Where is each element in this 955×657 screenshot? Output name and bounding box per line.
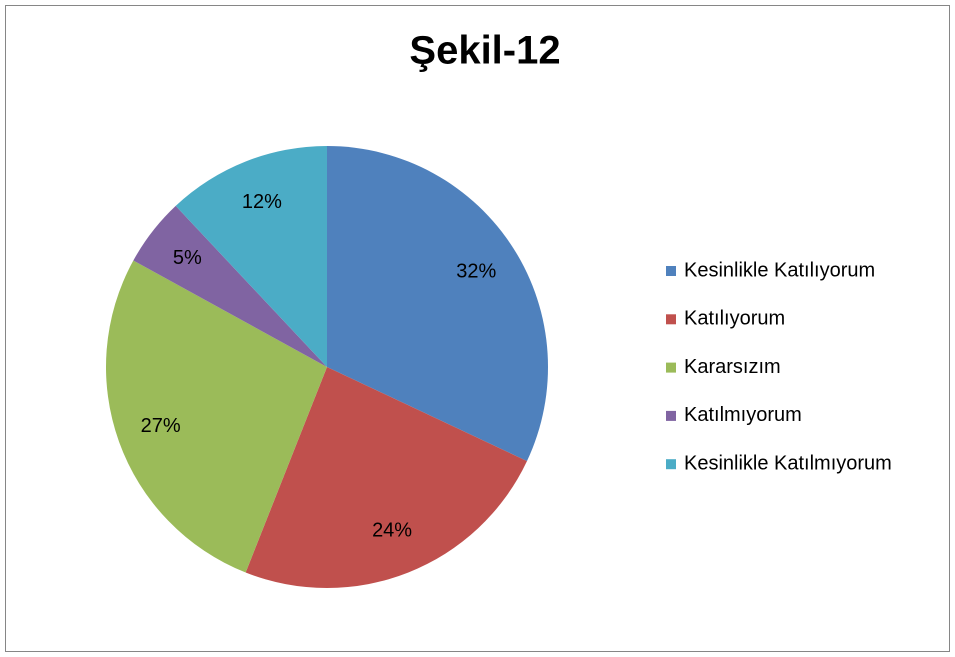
data-label: 5% <box>173 247 202 269</box>
pie-slice <box>327 146 548 462</box>
legend-label: Katılıyorum <box>684 308 785 330</box>
legend-swatch <box>666 266 676 276</box>
data-label: 27% <box>141 415 181 437</box>
data-label: 24% <box>372 520 412 542</box>
pie-slice <box>175 146 327 367</box>
chart-title: Şekil-12 <box>409 29 560 73</box>
legend-swatch <box>666 362 676 373</box>
legend-label: Kararsızım <box>684 356 781 378</box>
pie-slice <box>105 260 327 573</box>
legend-label: Kesinlikle Katılıyorum <box>684 259 875 281</box>
data-label: 12% <box>242 191 282 213</box>
legend-swatch <box>666 459 676 470</box>
legend-label: Katılmıyorum <box>684 404 802 426</box>
legend-swatch <box>666 410 676 421</box>
pie-slice <box>133 205 327 367</box>
pie-slice <box>245 367 527 588</box>
data-label: 32% <box>456 261 496 283</box>
legend-label: Kesinlikle Katılmıyorum <box>684 452 892 474</box>
legend-swatch <box>666 314 676 325</box>
